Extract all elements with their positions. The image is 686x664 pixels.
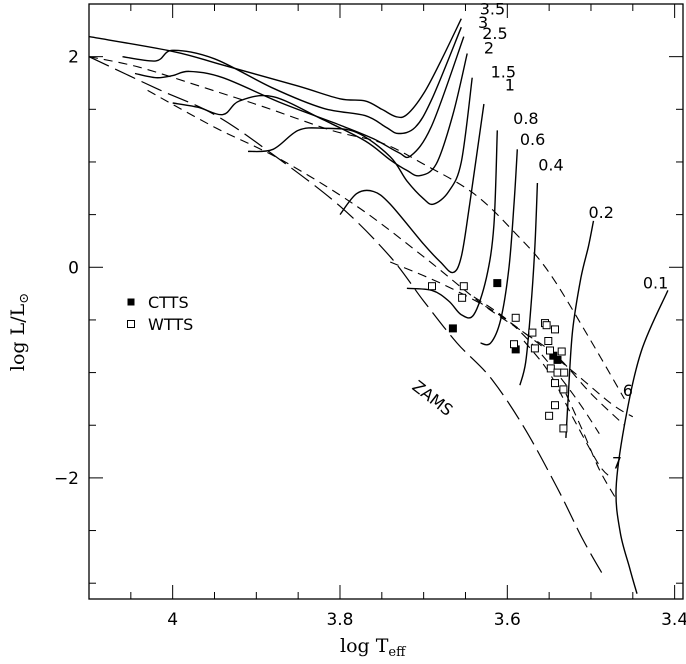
track-label: 2.5 — [482, 24, 507, 43]
track-label: 0.6 — [520, 130, 545, 149]
x-tick-label: 4 — [167, 610, 178, 630]
x-tick-labels: 4 3.8 3.6 3.4 — [167, 610, 686, 630]
evolution-track-0p2 — [565, 220, 595, 438]
track-label: 3.5 — [480, 0, 505, 19]
wtts-point-12 — [557, 347, 566, 356]
x-tick-label: 3.8 — [326, 610, 353, 630]
track-label: 0.8 — [513, 109, 538, 128]
isochrone-label: 7 — [612, 453, 622, 472]
y-axis-title: log L/L⊙ — [7, 293, 32, 371]
wtts-point-4 — [528, 328, 537, 337]
track-label: 1 — [505, 75, 515, 94]
evolution-track-1 — [339, 103, 485, 274]
x-tick-label: 3.4 — [661, 610, 686, 630]
wtts-point-8 — [542, 321, 551, 330]
x-tick-label: 3.6 — [494, 610, 521, 630]
isochrone-label: 6 — [623, 381, 633, 400]
wtts-point-15 — [560, 368, 569, 377]
legend-marker-wtts — [127, 320, 135, 328]
wtts-point-5 — [530, 344, 539, 353]
evolution-track-3p5 — [89, 18, 462, 119]
plot-frame — [88, 3, 684, 600]
wtts-point-9 — [544, 337, 553, 345]
ctts-point-1 — [448, 324, 457, 333]
wtts-point-13 — [546, 364, 555, 373]
zams-label: ZAMS — [409, 377, 457, 420]
legend-marker-ctts — [127, 298, 135, 306]
y-tick-label: 0 — [68, 258, 79, 278]
wtts-point-3 — [511, 313, 520, 322]
track-label: 1.5 — [491, 63, 516, 82]
evolution-track-1p5 — [247, 77, 473, 206]
wtts-point-17 — [559, 385, 568, 394]
x-axis-title: log Teff — [340, 635, 407, 660]
wtts-point-6 — [510, 340, 518, 349]
evolution-track-0p6 — [480, 149, 518, 346]
wtts-point-11 — [551, 325, 559, 334]
wtts-point-0 — [428, 282, 436, 291]
ctts-point-0 — [493, 279, 502, 288]
wtts-point-19 — [545, 411, 554, 420]
y-tick-label: 2 — [68, 48, 79, 68]
wtts-point-16 — [551, 379, 559, 388]
legend-label-ctts: CTTS — [148, 293, 189, 312]
y-axis-title-symbol: ⊙ — [17, 293, 32, 304]
evolution-track-3 — [122, 26, 462, 135]
zams-line — [89, 56, 605, 577]
isochrone-line-4 — [523, 340, 613, 479]
legend: CTTS WTTS — [127, 293, 193, 334]
isochrone-line-3 — [473, 296, 600, 434]
wtts-point-2 — [458, 293, 467, 302]
evolution-track-0p8 — [406, 130, 498, 319]
x-axis-title-subscript: eff — [388, 645, 407, 660]
wtts-point-20 — [559, 424, 568, 433]
isochrone-line-5 — [565, 393, 617, 500]
track-label: 3 — [478, 13, 488, 32]
legend-label-wtts: WTTS — [148, 315, 193, 334]
track-label: 2 — [484, 38, 494, 57]
axis-ticks — [88, 3, 683, 599]
y-tick-label: −2 — [54, 469, 79, 489]
wtts-point-18 — [551, 401, 559, 410]
wtts-point-10 — [546, 346, 554, 355]
isochrone-line-0 — [89, 56, 625, 400]
ctts-point-3 — [553, 355, 562, 364]
evolution-track-2 — [172, 53, 468, 177]
isochrone-line-1 — [147, 89, 625, 426]
wtts-point-1 — [459, 282, 468, 291]
track-label: 0.4 — [538, 155, 563, 174]
evolution-track-0p4 — [519, 182, 539, 386]
wtts-point-14 — [553, 368, 562, 377]
evolution-track-0p1 — [615, 290, 669, 594]
track-label: 0.1 — [643, 273, 668, 292]
y-tick-labels: 2 0 −2 — [54, 48, 79, 489]
track-label: 0.2 — [588, 203, 613, 222]
